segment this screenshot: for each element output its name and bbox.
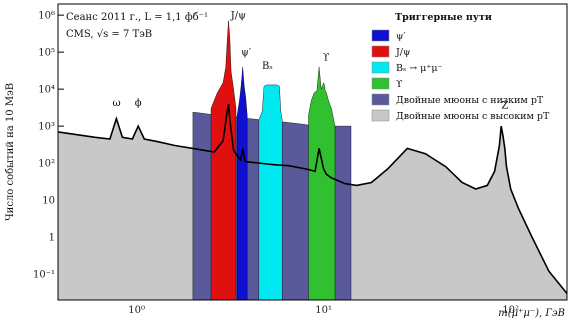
- legend-label-3: ϒ: [396, 79, 403, 90]
- plot-frame: [57, 3, 568, 301]
- legend-label-1: J/ψ: [395, 47, 410, 58]
- total-spectrum-line: [58, 103, 567, 295]
- series-area-5: [308, 66, 336, 300]
- run-info: Сеанс 2011 г., L = 1,1 фб⁻¹ CMS, √s = 7 Т…: [66, 12, 208, 40]
- legend-label-0: ψ′: [396, 31, 406, 42]
- peak-label-5: ϒ: [323, 52, 330, 63]
- y-tick-label-2: 10: [42, 196, 55, 207]
- peak-label-0: ω: [113, 98, 121, 109]
- y-tick-label-1: 1: [49, 233, 55, 244]
- legend-swatch-2: [371, 61, 390, 74]
- x-axis-label: m(μ⁺μ⁻), ГэВ: [498, 308, 565, 319]
- info-line-0: Сеанс 2011 г., L = 1,1 фб⁻¹: [66, 12, 208, 23]
- legend-label-5: Двойные мюоны с высоким pT: [396, 111, 550, 122]
- series-area-3: [210, 20, 237, 300]
- y-tick-label-0: 10⁻¹: [33, 270, 55, 281]
- legend-swatch-4: [371, 93, 390, 106]
- legend: Триггерные пути ψ′ J/ψ Bₛ → μ⁺μ⁻ ϒ Двойные мю…: [371, 12, 550, 122]
- x-tick-label-1: 10¹: [315, 305, 332, 316]
- y-tick-label-6: 10⁵: [38, 48, 55, 59]
- series-area-4: [258, 84, 283, 300]
- y-tick-label-4: 10³: [38, 122, 55, 133]
- legend-label-4: Двойные мюоны с низким pT: [396, 95, 544, 106]
- series-area-2: [237, 66, 248, 300]
- y-axis-label: Число событий на 10 МэВ: [5, 83, 16, 221]
- legend-label-2: Bₛ → μ⁺μ⁻: [396, 63, 443, 74]
- y-tick-label-3: 10²: [38, 159, 55, 170]
- peak-label-2: J/ψ: [230, 11, 246, 22]
- legend-swatch-0: [371, 29, 390, 42]
- peak-label-6: Z: [501, 100, 508, 111]
- x-tick-label-0: 10⁰: [128, 305, 145, 316]
- legend-title: Триггерные пути: [395, 12, 492, 23]
- info-line-1: CMS, √s = 7 ТэВ: [66, 29, 152, 40]
- peak-label-3: ψ′: [241, 48, 252, 59]
- legend-swatch-1: [371, 45, 390, 58]
- spectrum-outline: [58, 103, 567, 295]
- peak-annotations: ω ϕ J/ψ ψ′ Bₛ ϒ Z: [113, 11, 509, 112]
- peak-label-4: Bₛ: [262, 61, 273, 72]
- legend-swatch-3: [371, 77, 390, 90]
- series-areas: [58, 20, 567, 300]
- y-tick-label-5: 10⁴: [38, 85, 55, 96]
- x-tick-label-2: 10²: [502, 305, 519, 316]
- legend-swatch-5: [371, 109, 390, 122]
- peak-label-1: ϕ: [135, 98, 142, 109]
- y-tick-label-7: 10⁶: [38, 11, 55, 22]
